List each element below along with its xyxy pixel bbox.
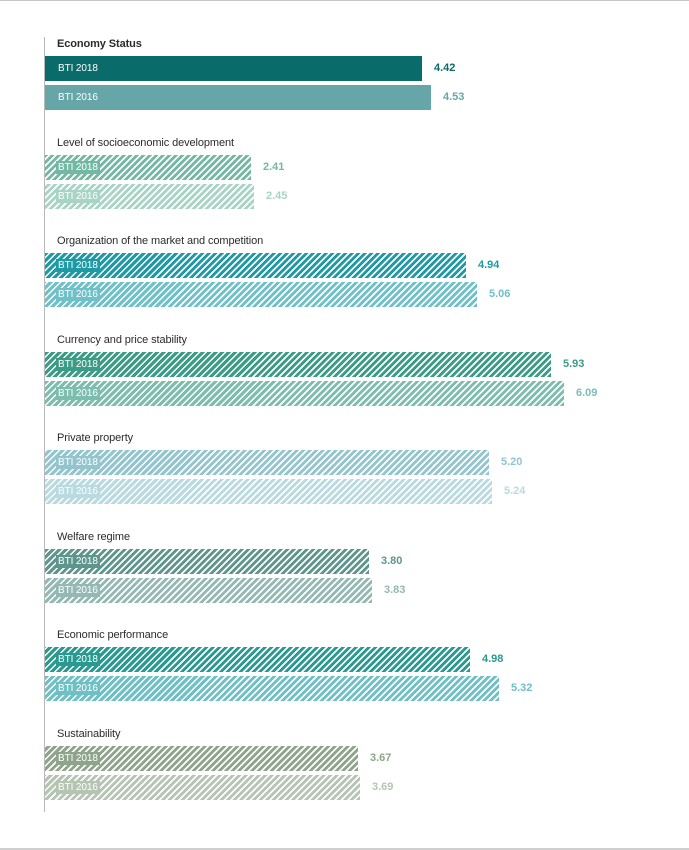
bar-group: Sustainability BTI 2018 3.67 BTI 2016 3.69 bbox=[44, 726, 664, 816]
bar-value-label: 5.20 bbox=[501, 456, 523, 468]
bar-series-label: BTI 2016 bbox=[56, 288, 100, 301]
bottom-border bbox=[0, 848, 689, 850]
bar-group: Economy Status BTI 2018 4.42 BTI 2016 4.53 bbox=[44, 36, 664, 126]
bar: BTI 2016 bbox=[45, 676, 499, 701]
bar: BTI 2016 bbox=[45, 479, 492, 504]
bar-series-label: BTI 2018 bbox=[56, 751, 100, 765]
group-title: Economy Status bbox=[57, 38, 142, 50]
bar-group: Level of socioeconomic development BTI 20… bbox=[44, 135, 664, 225]
bar-value-label: 2.45 bbox=[266, 189, 288, 202]
bar-value-label: 5.06 bbox=[489, 288, 511, 300]
bar-group: Organization of the market and competiti… bbox=[44, 233, 664, 323]
bar-series-label: BTI 2016 bbox=[56, 780, 100, 794]
bar: BTI 2018 bbox=[45, 745, 358, 771]
axis-line bbox=[44, 37, 45, 812]
bar: BTI 2016 bbox=[45, 577, 372, 603]
bar-series-label: BTI 2016 bbox=[58, 92, 98, 103]
group-title: Private property bbox=[57, 432, 134, 444]
bar: BTI 2016 bbox=[45, 282, 477, 307]
bar: BTI 2016 bbox=[45, 380, 564, 406]
bar-series-label: BTI 2018 bbox=[56, 357, 100, 371]
bar-series-label: BTI 2018 bbox=[58, 63, 98, 74]
bar-series-label: BTI 2018 bbox=[56, 456, 100, 469]
bar-value-label: 4.98 bbox=[482, 653, 504, 665]
group-title: Sustainability bbox=[57, 727, 121, 740]
bar: BTI 2018 bbox=[45, 56, 422, 81]
bar: BTI 2016 bbox=[45, 183, 254, 209]
bar-series-label: BTI 2016 bbox=[56, 386, 100, 400]
bar-value-label: 5.32 bbox=[511, 682, 533, 694]
bar-series-label: BTI 2016 bbox=[56, 485, 100, 498]
bar: BTI 2018 bbox=[45, 253, 466, 278]
bar-value-label: 5.24 bbox=[504, 485, 526, 497]
bar-value-label: 4.53 bbox=[443, 91, 465, 103]
bar: BTI 2018 bbox=[45, 647, 470, 672]
bar-series-label: BTI 2016 bbox=[56, 583, 100, 597]
bar-series-label: BTI 2018 bbox=[56, 160, 100, 174]
group-title: Currency and price stability bbox=[57, 333, 187, 346]
group-title: Economic performance bbox=[57, 629, 169, 641]
bar-value-label: 3.80 bbox=[381, 554, 403, 567]
bar: BTI 2018 bbox=[45, 351, 551, 377]
bar-group: Economic performance BTI 2018 4.98 BTI 2016… bbox=[44, 627, 664, 717]
bar-series-label: BTI 2016 bbox=[56, 682, 100, 695]
group-title: Welfare regime bbox=[57, 530, 130, 543]
bar-group: Currency and price stability BTI 2018 5.93… bbox=[44, 332, 664, 422]
bar-value-label: 5.93 bbox=[563, 357, 585, 370]
bar-series-label: BTI 2018 bbox=[56, 259, 100, 272]
bar-series-label: BTI 2016 bbox=[56, 189, 100, 203]
bar-group: Welfare regime BTI 2018 3.80 BTI 2016 3.83 bbox=[44, 529, 664, 619]
bar: BTI 2016 bbox=[45, 774, 360, 800]
bar: BTI 2018 bbox=[45, 154, 251, 180]
bar: BTI 2018 bbox=[45, 548, 369, 574]
bar-group: Private property BTI 2018 5.20 BTI 2016 5.24 bbox=[44, 430, 664, 520]
bar-value-label: 4.42 bbox=[434, 62, 456, 74]
bar-series-label: BTI 2018 bbox=[56, 554, 100, 568]
group-title: Organization of the market and competiti… bbox=[57, 235, 264, 247]
bar-value-label: 2.41 bbox=[263, 160, 285, 173]
bar-value-label: 3.69 bbox=[372, 780, 394, 793]
bar-value-label: 6.09 bbox=[576, 386, 598, 399]
bar: BTI 2016 bbox=[45, 85, 431, 110]
bar-value-label: 3.67 bbox=[370, 751, 392, 764]
bar: BTI 2018 bbox=[45, 450, 489, 475]
group-title: Level of socioeconomic development bbox=[57, 136, 234, 149]
bar-value-label: 3.83 bbox=[384, 583, 406, 596]
bar-series-label: BTI 2018 bbox=[56, 653, 100, 666]
bar-value-label: 4.94 bbox=[478, 259, 500, 271]
top-border bbox=[0, 0, 689, 1]
